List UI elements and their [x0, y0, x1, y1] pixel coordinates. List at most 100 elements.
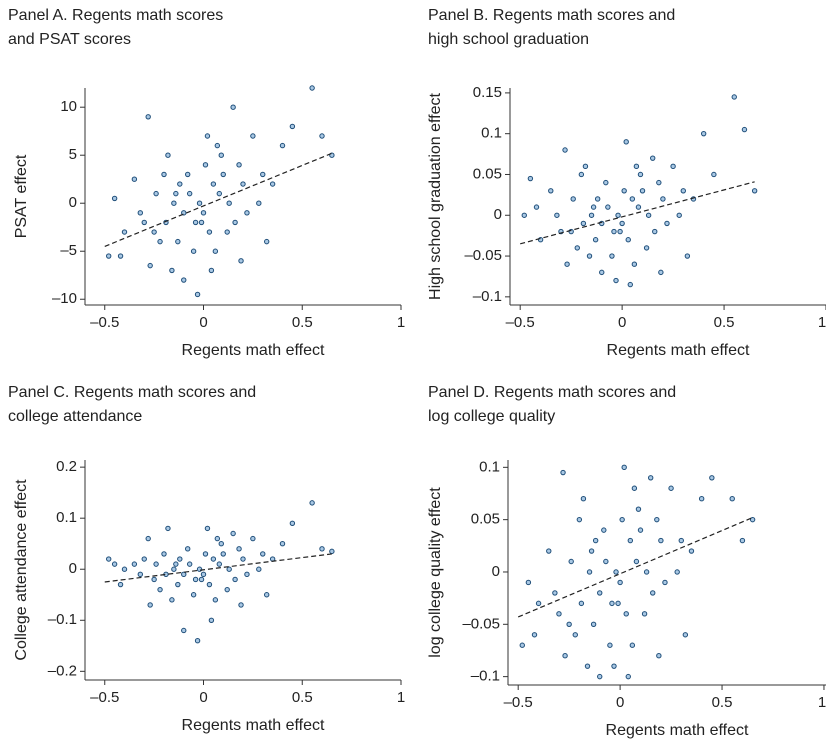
point — [190, 248, 197, 254]
point — [552, 590, 558, 596]
point — [212, 248, 219, 254]
point — [204, 525, 211, 532]
point — [206, 229, 213, 235]
point — [121, 229, 128, 235]
point — [175, 581, 181, 588]
point — [590, 621, 597, 628]
point — [232, 576, 238, 583]
point — [749, 516, 756, 523]
point — [700, 130, 707, 137]
point — [250, 535, 256, 542]
y-tick-label: –0.05 — [462, 615, 500, 632]
point — [111, 561, 118, 567]
point — [631, 261, 638, 267]
point — [619, 516, 625, 523]
point — [731, 94, 737, 100]
point — [613, 569, 619, 575]
point — [574, 245, 580, 251]
point — [208, 267, 215, 274]
y-tick-label: 0 — [494, 206, 502, 223]
point — [682, 632, 689, 638]
point — [525, 579, 532, 586]
point — [637, 171, 644, 178]
point — [319, 546, 325, 552]
x-tick-label: 1 — [818, 314, 826, 331]
point — [582, 163, 589, 170]
point — [617, 228, 623, 235]
point — [623, 139, 629, 145]
x-tick-label: 0.5 — [714, 314, 735, 331]
fit-line — [520, 181, 755, 245]
panel-title: log college quality — [428, 408, 555, 425]
point — [192, 576, 199, 583]
point — [165, 525, 171, 532]
y-tick-label: 0.1 — [481, 125, 502, 142]
fit-line — [104, 152, 333, 247]
point — [560, 469, 566, 476]
point — [739, 537, 746, 544]
point — [650, 155, 656, 161]
x-axis-label: Regents math effect — [182, 717, 325, 734]
point — [226, 200, 232, 206]
point — [572, 632, 578, 638]
point — [601, 527, 607, 533]
point — [319, 133, 325, 139]
point — [658, 537, 664, 544]
point — [106, 556, 112, 562]
point — [656, 179, 662, 186]
point — [204, 133, 211, 139]
point — [594, 196, 601, 202]
point — [643, 569, 650, 575]
point — [533, 204, 540, 210]
point — [609, 253, 615, 259]
point — [236, 546, 242, 552]
point — [556, 611, 562, 617]
point — [678, 537, 684, 544]
point — [309, 85, 315, 91]
point — [670, 163, 676, 170]
x-axis-label: Regents math effect — [606, 722, 749, 739]
point — [190, 592, 197, 598]
point — [141, 556, 147, 562]
point — [586, 569, 593, 575]
x-axis-label: Regents math effect — [607, 342, 750, 359]
point — [177, 556, 183, 562]
panel-title: Panel C. Regents math scores and — [8, 384, 256, 401]
x-tick-label: 0.5 — [292, 314, 313, 331]
point — [592, 537, 599, 544]
point — [240, 181, 246, 187]
y-tick-label: 0.1 — [479, 458, 500, 475]
point — [260, 171, 266, 178]
point — [662, 579, 668, 586]
y-tick-label: 0 — [69, 560, 77, 577]
point — [212, 597, 219, 603]
point — [173, 561, 179, 567]
y-tick-label: 5 — [69, 146, 77, 163]
panel-title: and PSAT scores — [8, 31, 131, 48]
point — [576, 516, 583, 523]
point — [568, 558, 574, 565]
point — [615, 212, 621, 218]
point — [165, 152, 171, 158]
point — [238, 258, 244, 264]
point — [674, 569, 680, 575]
x-tick-label: –0.5 — [90, 314, 119, 331]
y-tick-label: 0.05 — [471, 511, 500, 528]
y-tick-label: –0.05 — [464, 247, 502, 264]
point — [656, 652, 662, 659]
x-tick-label: –0.5 — [90, 689, 119, 706]
point — [664, 220, 670, 227]
point — [658, 269, 664, 276]
point — [621, 188, 627, 194]
x-tick-label: 1 — [818, 694, 826, 711]
point — [619, 220, 625, 227]
point — [171, 200, 177, 206]
point — [206, 581, 213, 588]
point — [741, 126, 748, 133]
point — [232, 219, 238, 226]
point — [590, 204, 597, 210]
point — [289, 520, 296, 526]
x-tick-label: 1 — [397, 689, 405, 706]
y-tick-label: 0 — [492, 563, 500, 580]
x-tick-label: 0.5 — [292, 689, 313, 706]
